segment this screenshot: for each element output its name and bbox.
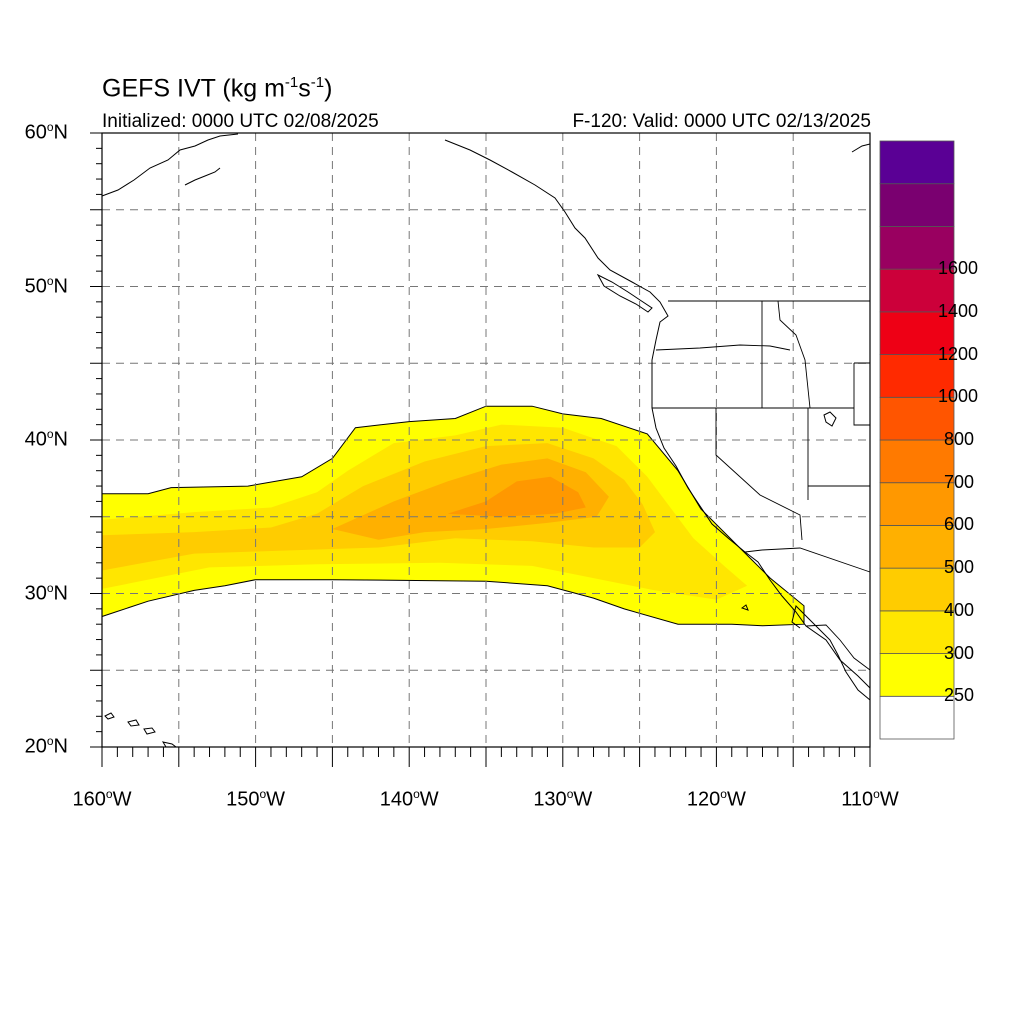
title-superscript: -1	[310, 74, 325, 91]
border-idaho-mt	[777, 300, 811, 409]
lon-label: 160oW	[72, 787, 132, 811]
colorbar-label: 400	[944, 599, 975, 620]
colorbar-swatch	[879, 396, 955, 441]
colorbar-label: 1600	[938, 258, 979, 279]
colorbar-swatch	[879, 268, 955, 313]
lat-label: 60oN	[24, 120, 68, 144]
colorbar-label: 500	[944, 557, 975, 578]
lon-label: 140oW	[379, 787, 439, 811]
title-text-part: )	[324, 74, 333, 103]
political-borders	[652, 300, 871, 671]
border-wy	[853, 362, 870, 426]
vancouver-island	[596, 273, 653, 313]
lon-label: 130oW	[533, 787, 593, 811]
colorbar-swatch	[879, 653, 955, 697]
aleutian-islands	[184, 167, 221, 186]
lat-label: 50oN	[24, 273, 68, 298]
border-ca-nv	[715, 408, 803, 541]
colorbar-label: 1400	[938, 300, 979, 321]
colorbar-swatch	[879, 183, 955, 227]
title-superscript: -1	[284, 74, 299, 91]
initialized-time: Initialized: 0000 UTC 02/08/2025	[102, 111, 379, 132]
ivt-contour-600	[447, 476, 586, 517]
alaska-coast	[101, 133, 239, 197]
island-hawaii-3	[143, 727, 156, 735]
border-mexico-interior	[805, 624, 871, 671]
valid-time: F-120: Valid: 0000 UTC 02/13/2025	[572, 111, 871, 132]
colorbar-label: 1000	[938, 386, 979, 407]
colorbar-label: 250	[944, 685, 975, 706]
colorbar-swatch	[879, 354, 955, 398]
colorbar-swatch	[879, 140, 955, 185]
channel-islands	[740, 604, 749, 611]
colorbar-swatch	[879, 482, 955, 526]
colorbar-label: 700	[944, 471, 975, 492]
coastlines	[101, 133, 871, 748]
colorbar-label: 600	[944, 514, 975, 535]
colorbar-label: 1200	[938, 343, 979, 364]
colorbar-swatch	[879, 525, 955, 569]
map-title: GEFS IVT (kg m-1s-1)	[102, 74, 332, 103]
title-text-part: GEFS IVT (kg m	[102, 74, 285, 103]
axis-ticks	[90, 132, 871, 767]
island-hawaii-1	[104, 712, 115, 720]
title-text-part: s	[298, 74, 311, 103]
coastline-baja	[791, 605, 871, 701]
lon-label: 110oW	[841, 787, 899, 811]
lat-label: 30oN	[24, 580, 68, 605]
lon-label: 150oW	[226, 787, 286, 811]
colorbar-swatch	[879, 610, 955, 654]
colorbar-label: 300	[944, 642, 975, 663]
great-salt-lake	[823, 411, 837, 427]
colorbar-swatch	[879, 695, 955, 740]
lon-label: 120oW	[686, 787, 746, 811]
border-us-mexico	[744, 549, 763, 553]
border-wa-or	[655, 344, 791, 351]
alaska-east	[851, 143, 871, 153]
colorbar-swatch	[879, 567, 955, 612]
colorbar-label: 800	[944, 429, 975, 449]
island-hawaii-2	[127, 719, 140, 727]
lat-label: 20oN	[24, 734, 68, 758]
lat-lon-grid	[102, 133, 870, 747]
colorbar-swatch	[879, 226, 955, 270]
lat-label: 40oN	[24, 427, 68, 451]
coastline-north-america	[444, 139, 871, 689]
ivt-field	[101, 405, 805, 627]
colorbar-swatch	[879, 439, 955, 484]
border-az-mexico	[761, 547, 871, 573]
colorbar-swatch	[879, 311, 955, 355]
